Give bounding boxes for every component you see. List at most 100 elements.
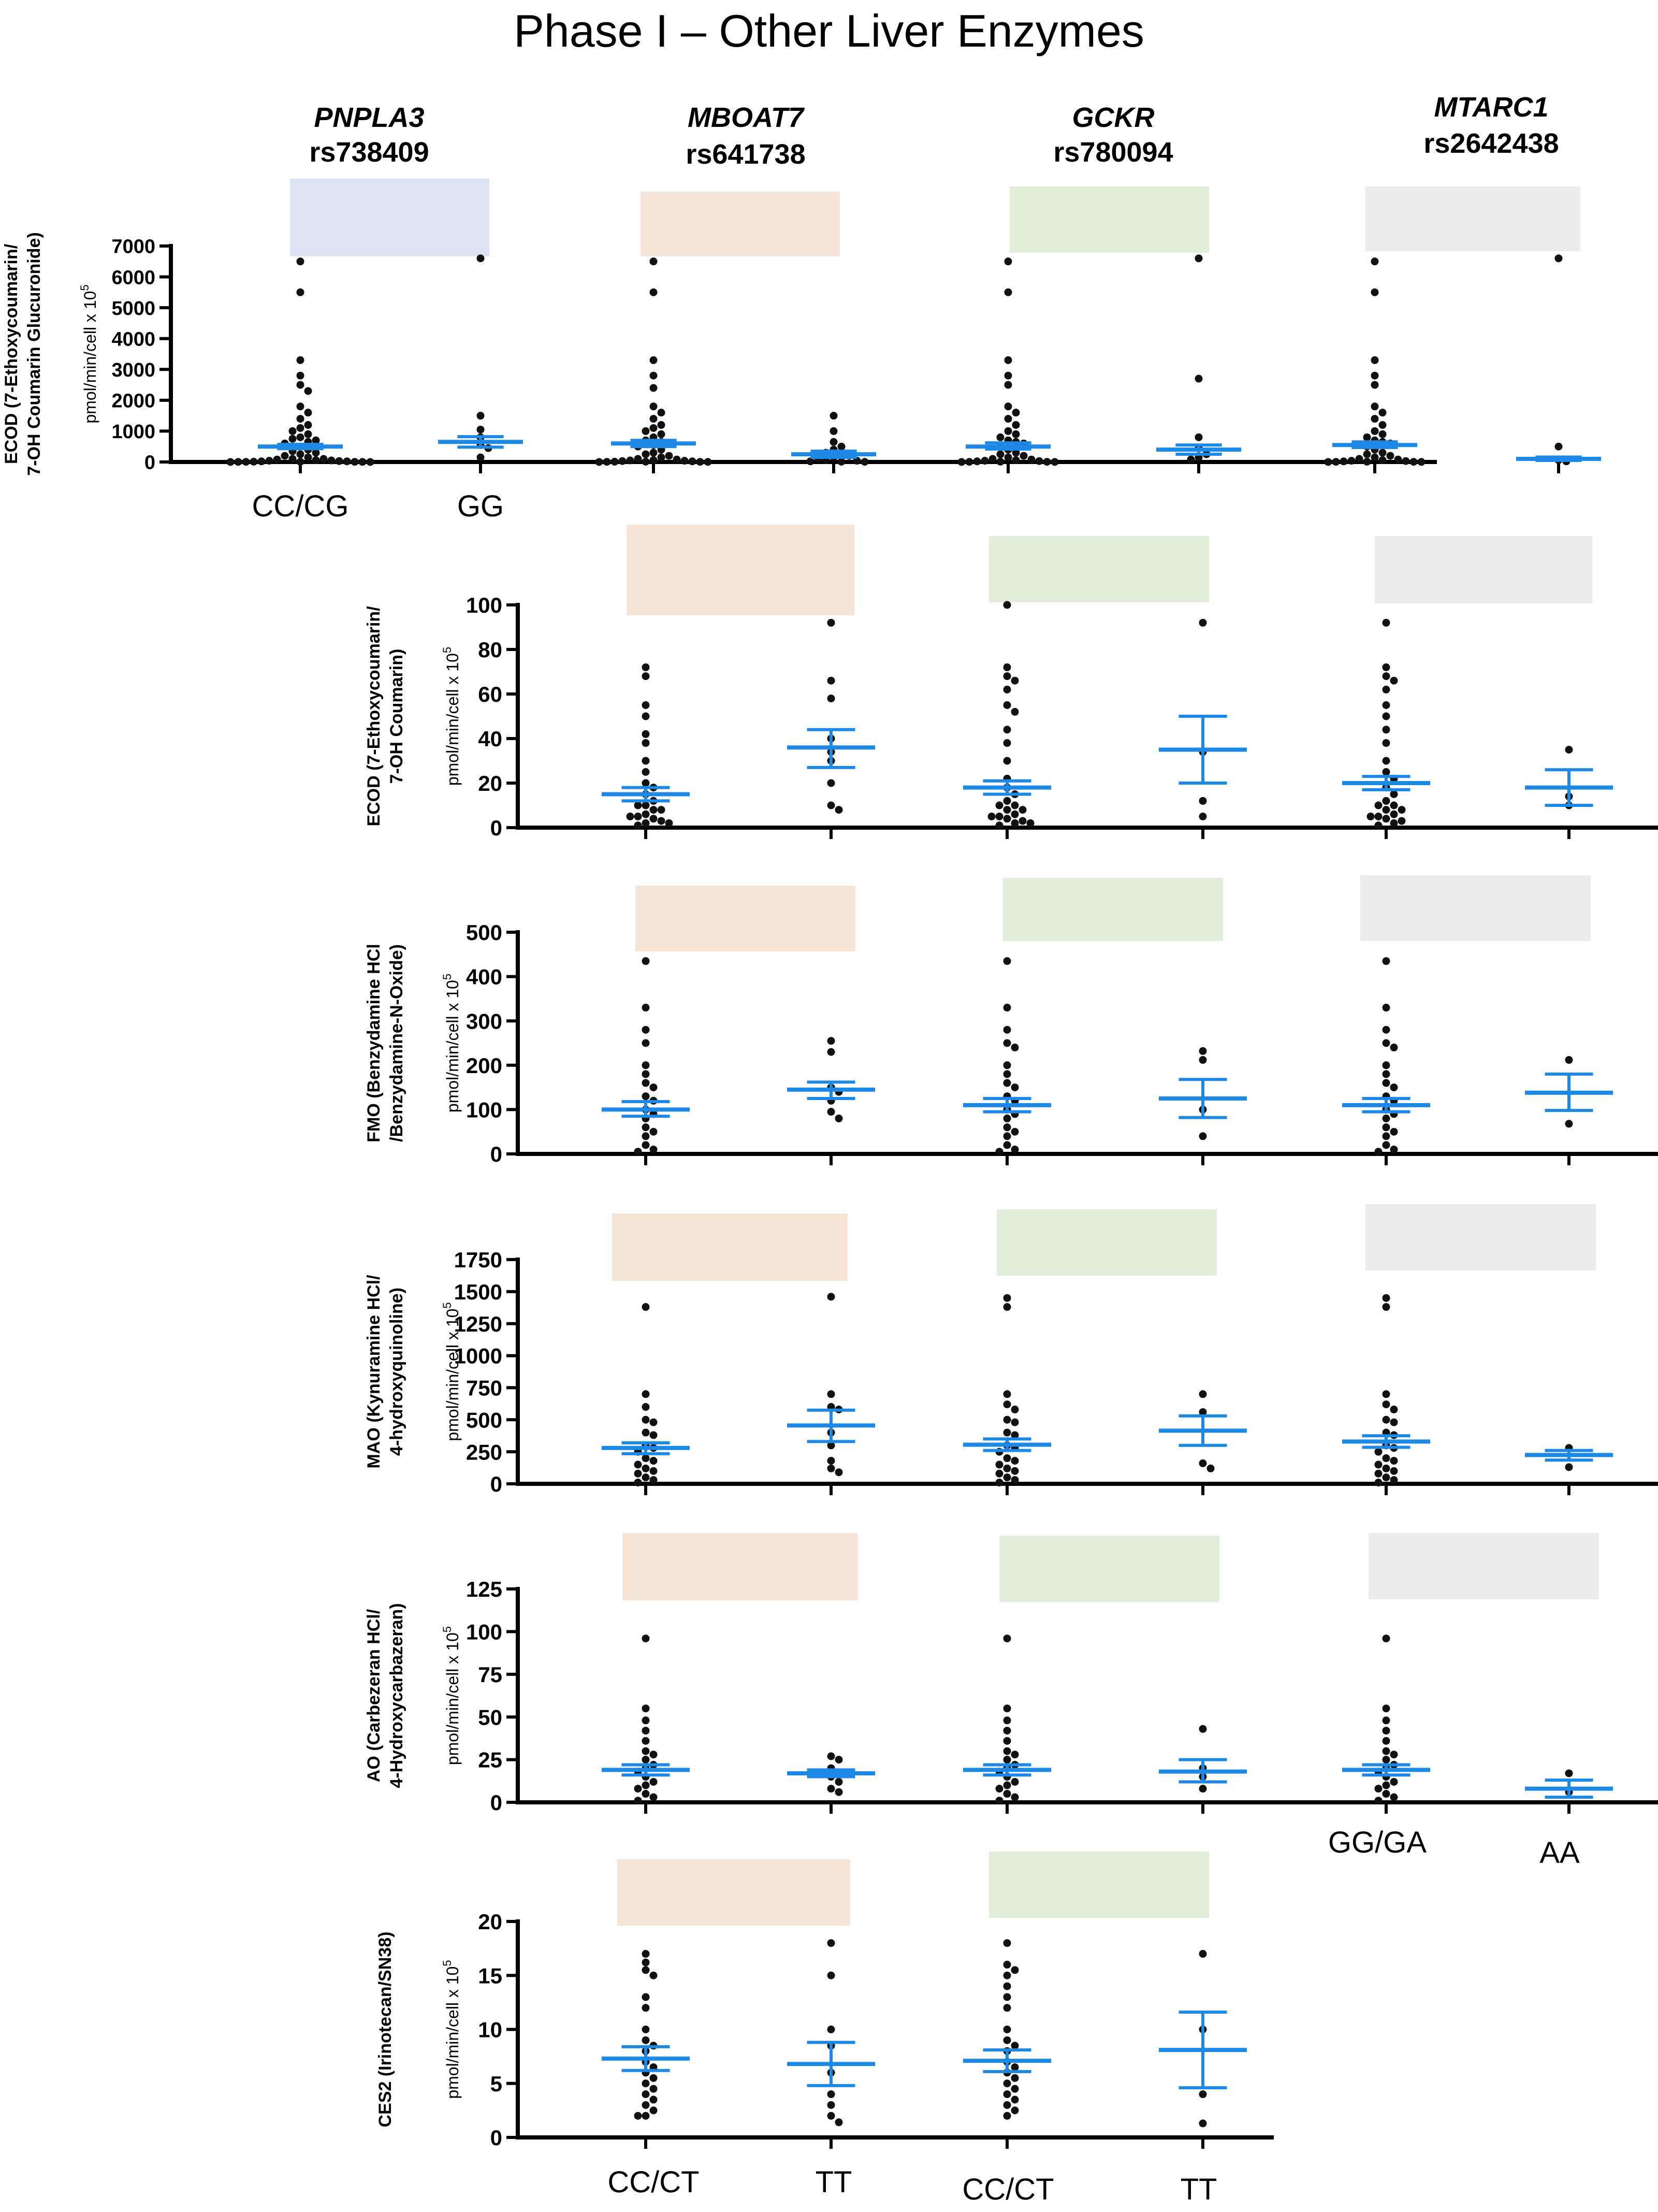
data-point xyxy=(634,1797,642,1805)
data-point xyxy=(595,458,603,466)
data-point xyxy=(1382,1473,1390,1482)
data-point xyxy=(1004,415,1012,423)
data-point xyxy=(1386,452,1394,460)
data-point xyxy=(1374,1148,1383,1156)
data-point xyxy=(642,450,650,458)
data-point xyxy=(642,457,650,466)
data-point xyxy=(1374,1469,1383,1478)
data-point xyxy=(1003,1454,1011,1463)
data-point xyxy=(1382,685,1390,693)
data-point xyxy=(1003,1303,1011,1311)
genotype-color-box-mboat7 xyxy=(617,1859,850,1926)
data-point xyxy=(1398,806,1406,814)
data-point xyxy=(642,2026,650,2033)
data-point xyxy=(649,424,658,432)
y-tick-label: 0 xyxy=(490,2126,502,2150)
data-point xyxy=(642,810,650,818)
data-point xyxy=(673,455,681,464)
data-point xyxy=(1027,455,1036,464)
data-point xyxy=(296,257,304,266)
data-point xyxy=(1003,1960,1011,1969)
data-point xyxy=(1003,1400,1011,1409)
y-axis-title: 4-hydroxyquinoline) xyxy=(387,1288,406,1456)
data-point xyxy=(642,819,650,827)
panel-ecod-glucuronide: 0 1000 2000 3000 4000 5000 6000 7000 ECOD (7-Eth… xyxy=(2,179,1601,476)
group-gckr-cc-ct xyxy=(963,601,1051,830)
data-point xyxy=(1382,815,1390,823)
data-point xyxy=(1019,817,1027,825)
data-point xyxy=(1402,457,1410,465)
data-point xyxy=(1382,1294,1390,1302)
group-mtarc1-aa xyxy=(1516,254,1601,466)
data-point xyxy=(1565,1120,1573,1128)
data-point xyxy=(642,1464,650,1472)
data-point xyxy=(642,768,650,776)
data-point xyxy=(996,433,1005,441)
y-axis-title: /Benzydamine-N-Oxide) xyxy=(387,944,406,1142)
data-point xyxy=(827,695,835,703)
data-point xyxy=(827,1939,835,1947)
group-mboat7-cc-ct xyxy=(595,257,712,466)
data-point xyxy=(1378,421,1387,429)
genotype-color-box-pnpla3 xyxy=(290,179,489,256)
data-point xyxy=(1011,1793,1019,1801)
data-point xyxy=(1011,1431,1019,1439)
data-point xyxy=(642,1415,650,1424)
data-point xyxy=(1390,1044,1398,1052)
data-point xyxy=(1187,455,1195,464)
data-point xyxy=(1199,618,1207,627)
data-point xyxy=(1011,2042,1019,2050)
data-point xyxy=(665,452,673,460)
y-tick-label: 100 xyxy=(466,1098,502,1122)
snp-gckr: rs780094 xyxy=(1053,137,1173,168)
data-point xyxy=(642,1403,650,1411)
data-point xyxy=(1374,801,1383,809)
data-point xyxy=(304,409,312,417)
data-point xyxy=(1374,813,1383,820)
data-point xyxy=(1003,1025,1011,1034)
group-gckr-tt xyxy=(1159,1390,1247,1472)
data-point xyxy=(1003,1716,1011,1725)
data-point xyxy=(827,2112,835,2120)
y-tick-label: 7000 xyxy=(111,236,155,258)
data-point xyxy=(634,1469,642,1478)
genotype-color-box-mtarc1 xyxy=(1375,536,1592,603)
data-point xyxy=(688,457,696,466)
data-point xyxy=(618,457,627,465)
data-point xyxy=(642,1025,650,1034)
data-point xyxy=(1011,1777,1019,1786)
data-point xyxy=(1382,757,1390,765)
data-point xyxy=(827,1456,835,1465)
data-point xyxy=(1019,806,1027,814)
data-point xyxy=(1003,701,1011,709)
y-axis-title: ECOD (7-Ethoxycoumarin/ xyxy=(364,606,384,827)
data-point xyxy=(296,381,304,389)
y-tick-label: 1000 xyxy=(454,1344,502,1368)
data-point xyxy=(1003,1390,1011,1398)
data-point xyxy=(358,458,367,466)
data-point xyxy=(1394,455,1402,464)
data-point xyxy=(995,1148,1003,1156)
data-point xyxy=(649,1456,658,1465)
group-mboat7-tt xyxy=(787,1037,875,1123)
y-tick-label: 250 xyxy=(466,1440,502,1464)
y-tick-label: 100 xyxy=(466,1620,502,1644)
data-point xyxy=(1199,1459,1207,1467)
data-point xyxy=(642,1004,650,1012)
data-point xyxy=(1020,452,1028,460)
data-point xyxy=(657,421,665,429)
data-point xyxy=(1011,1044,1019,1052)
data-point xyxy=(634,1479,642,1487)
data-point xyxy=(965,458,973,466)
data-point xyxy=(288,455,297,463)
data-point xyxy=(995,1461,1003,1469)
data-point xyxy=(1003,2036,1011,2044)
y-tick-label: 40 xyxy=(478,727,502,751)
data-point xyxy=(1363,450,1371,458)
y-axis-title: ECOD (7-Ethoxycoumarin/ xyxy=(2,243,21,464)
data-point xyxy=(649,1431,658,1439)
data-point xyxy=(1390,1145,1398,1153)
genotype-label-pnpla3-ref: CC/CG xyxy=(252,489,349,523)
data-point xyxy=(1363,433,1371,441)
